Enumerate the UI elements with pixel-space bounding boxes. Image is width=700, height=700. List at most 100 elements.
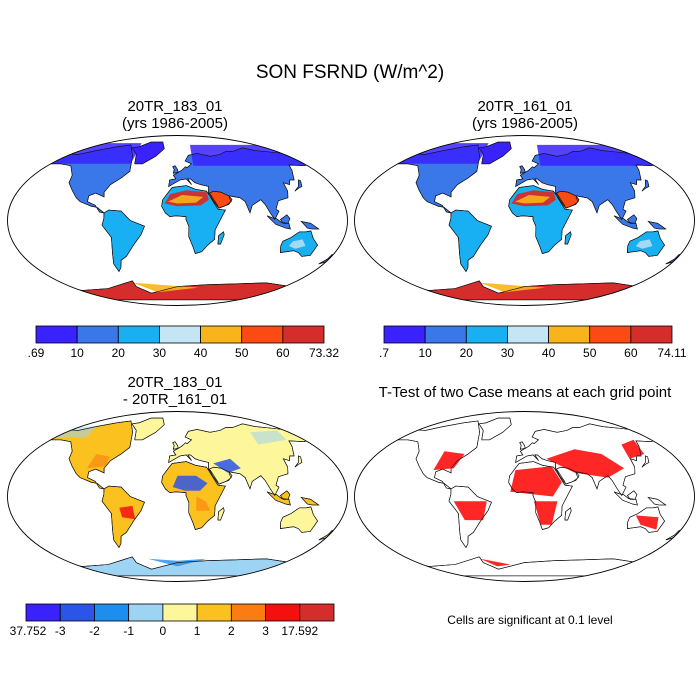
field-patch <box>515 195 551 204</box>
colorbar-2-swatch <box>424 325 467 344</box>
colorbar-2-label: 40 <box>542 346 556 360</box>
landmass-antarctica <box>396 556 651 577</box>
colorbar-3-label: -3 <box>55 624 66 638</box>
field-patch <box>189 144 320 166</box>
landmass-greenland <box>131 141 165 165</box>
field-patch <box>250 430 287 445</box>
colorbar-1-swatch <box>241 325 284 344</box>
landmass-southAmerica <box>448 485 492 549</box>
landmass-newGuinea <box>300 496 320 506</box>
landmass-antarctica <box>49 556 304 577</box>
landmass-africa <box>161 461 226 530</box>
colorbar-3-swatch <box>25 603 61 622</box>
colorbar-1-label: .69 <box>28 346 45 360</box>
colorbar-3-swatch <box>94 603 130 622</box>
colorbar-1-label: 73.32 <box>309 346 339 360</box>
field-patch <box>635 239 653 249</box>
landmass-newGuinea <box>300 496 320 506</box>
field-patch <box>133 282 199 293</box>
landmass-africa <box>508 461 573 530</box>
figure-title: SON FSRND (W/m^2) <box>255 62 445 83</box>
landmass-southAmerica <box>101 209 145 273</box>
panel-3-title-line-2: - 20TR_161_01 <box>122 391 228 408</box>
colorbar-2-swatch <box>465 325 508 344</box>
field-patch <box>480 558 511 567</box>
field-patch <box>533 501 558 525</box>
colorbar-panel-2: .7 10 20 30 40 50 60 74.11 <box>379 325 687 360</box>
colorbar-3-label: -37.752 <box>10 624 47 638</box>
panel-3-title: 20TR_183_01 - 20TR_161_01 <box>45 374 305 408</box>
field-patch <box>635 515 659 530</box>
landmass-madagascar <box>217 231 225 245</box>
landmass-northAmerica <box>395 420 480 490</box>
landmass-indonesia <box>266 491 291 506</box>
colorbar-2-swatch <box>507 325 549 344</box>
colorbar-2-swatch <box>548 325 591 344</box>
landmass-japan <box>294 179 303 192</box>
landmass-arabia <box>555 190 580 209</box>
colorbar-1-swatch <box>76 325 119 344</box>
colorbar-2-label: 74.11 <box>657 346 686 360</box>
landmass-indonesia <box>613 491 638 506</box>
landmass-africa <box>161 185 226 254</box>
colorbar-1-swatch <box>200 325 243 344</box>
colorbar-3-swatch <box>128 603 164 622</box>
colorbar-3-label: 2 <box>228 624 235 638</box>
landmass-southAmerica <box>101 485 145 549</box>
landmass-uk <box>519 441 526 450</box>
colorbar-3-swatch <box>196 603 232 622</box>
map-panel-3 <box>7 411 348 582</box>
landmass-australia <box>627 230 665 257</box>
panel-1-title-line-2: (yrs 1986-2005) <box>122 115 228 132</box>
colorbar-2-swatch <box>589 325 632 344</box>
field-patch <box>546 449 625 478</box>
landmass-uk <box>172 441 179 450</box>
landmass-australia <box>280 230 318 257</box>
significance-note: Cells are significant at 0.1 level <box>447 613 613 627</box>
colorbar-1-swatch <box>117 325 160 344</box>
landmass-australia <box>627 506 665 533</box>
colorbar-1-label: 30 <box>153 346 167 360</box>
colorbar-2-label: 50 <box>583 346 597 360</box>
panel-2-title-line-1: 20TR_161_01 <box>477 98 573 115</box>
landmass-northAmerica <box>48 420 133 490</box>
landmass-africa <box>508 185 573 254</box>
panel-2-title-line-2: (yrs 1986-2005) <box>472 115 578 132</box>
landmass-newGuinea <box>300 220 320 230</box>
field-patch <box>433 451 465 471</box>
map-panel-4 <box>354 411 695 582</box>
landmass-japan <box>641 455 650 468</box>
colorbar-2-label: 20 <box>460 346 474 360</box>
map-border <box>354 135 695 306</box>
colorbar-3-label: -2 <box>89 624 100 638</box>
landmass-borneo <box>279 214 291 224</box>
colorbar-3-swatch <box>162 603 198 622</box>
map-panel-1 <box>7 135 348 306</box>
colorbar-2-label: 10 <box>418 346 432 360</box>
landmass-japan <box>294 455 303 468</box>
field-patch <box>453 501 487 521</box>
landmass-newGuinea <box>647 496 667 506</box>
colorbar-1-label: 20 <box>112 346 126 360</box>
map-border <box>354 411 695 582</box>
colorbar-2-label: .7 <box>379 346 389 360</box>
landmass-madagascar <box>217 507 225 521</box>
colorbar-2-swatch <box>630 325 673 344</box>
colorbar-1-swatch <box>35 325 78 344</box>
field-patch <box>480 282 546 293</box>
landmass-arabia <box>208 466 233 485</box>
panel-3-title-line-1: 20TR_183_01 <box>127 374 223 391</box>
colorbar-3-swatch <box>59 603 95 622</box>
field-patch <box>213 458 241 473</box>
landmass-uk <box>519 165 526 174</box>
landmass-newGuinea <box>300 220 320 230</box>
colorbar-1-label: 60 <box>276 346 290 360</box>
landmass-borneo <box>626 490 638 500</box>
panel-1-title: 20TR_183_01 (yrs 1986-2005) <box>45 98 305 132</box>
landmass-australia <box>280 506 318 533</box>
landmass-greenland <box>478 417 512 441</box>
colorbar-panel-3: -37.752 -3 -2 -1 0 1 2 3 17.592 <box>10 603 335 638</box>
landmass-greenland <box>478 141 512 165</box>
panel-1-title-line-1: 20TR_183_01 <box>127 98 223 115</box>
colorbar-3-label: 0 <box>160 624 167 638</box>
